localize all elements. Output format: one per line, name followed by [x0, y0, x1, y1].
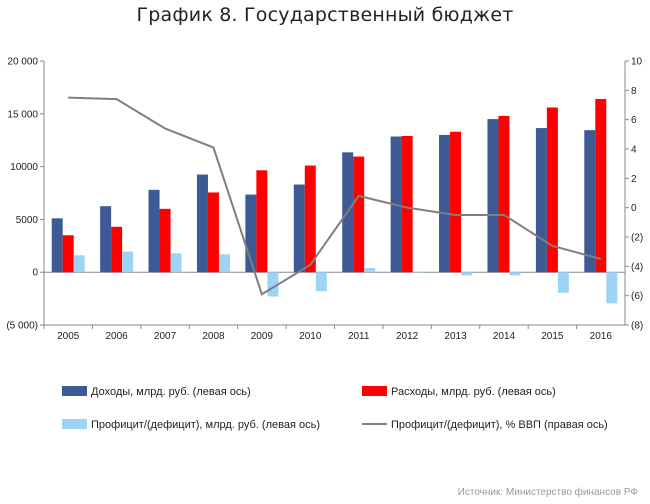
right-axis-tick-label: (6) — [631, 291, 643, 302]
bar-2-2008 — [207, 192, 219, 273]
bar-3-2016 — [606, 272, 618, 304]
line-layer — [68, 96, 602, 296]
bar-3-2011 — [364, 267, 376, 273]
bar-3-2014 — [509, 272, 521, 276]
left-axis-tick-label: 15 000 — [7, 109, 38, 120]
bar-3-2007 — [170, 253, 182, 273]
bar-1-2010 — [293, 184, 305, 273]
right-axis-tick-label: (2) — [631, 233, 643, 244]
right-axis-tick-label: 2 — [631, 174, 637, 185]
left-axis-tick-label: 20 000 — [7, 57, 38, 68]
bar-2-2013 — [450, 131, 462, 273]
x-axis-tick-label: 2016 — [590, 331, 613, 342]
bar-2-2010 — [304, 165, 316, 273]
right-axis-tick-label: 8 — [631, 86, 637, 97]
bar-2-2012 — [401, 135, 413, 273]
x-axis-tick-label: 2012 — [396, 331, 419, 342]
bar-3-2008 — [218, 254, 230, 273]
bar-2-2015 — [546, 107, 558, 273]
x-axis-tick-label: 2008 — [202, 331, 225, 342]
bar-2-2007 — [159, 208, 171, 273]
bar-1-2016 — [584, 130, 596, 273]
x-axis-tick-label: 2009 — [251, 331, 274, 342]
x-axis-tick-label: 2005 — [57, 331, 80, 342]
bar-3-2005 — [73, 255, 85, 273]
left-axis-tick-label: (5 000) — [6, 321, 38, 332]
right-axis-tick-label: 0 — [631, 203, 637, 214]
bar-3-2015 — [557, 272, 569, 293]
source-note: Источник: Министерство финансов РФ — [457, 487, 638, 498]
bar-3-2013 — [461, 272, 473, 276]
x-axis-tick-label: 2006 — [106, 331, 129, 342]
bar-1-2009 — [245, 194, 257, 273]
bar-1-2013 — [439, 134, 451, 273]
bar-3-2009 — [267, 272, 279, 297]
right-axis-tick-label: 6 — [631, 115, 637, 126]
legend-label-2: Расходы, млрд. руб. (левая ось) — [391, 386, 556, 398]
legend-label-4: Профицит/(дефицит), % ВВП (правая ось) — [391, 419, 608, 431]
left-axis-tick-label: 0 — [32, 268, 38, 279]
x-axis-tick-label: 2011 — [348, 331, 370, 342]
bar-3-2012 — [412, 272, 424, 273]
legend-label-3: Профицит/(дефицит), млрд. руб. (левая ос… — [91, 419, 320, 431]
right-axis-tick-label: 10 — [631, 57, 643, 68]
x-axis-tick-label: 2015 — [541, 331, 564, 342]
right-axis-tick-label: (4) — [631, 262, 643, 273]
legend-swatch-1 — [62, 386, 87, 396]
bar-1-2015 — [535, 128, 547, 273]
x-axis-tick-label: 2010 — [299, 331, 322, 342]
bar-2-2009 — [256, 170, 268, 273]
right-axis-tick-label: 4 — [631, 145, 637, 156]
bar-3-2010 — [315, 272, 327, 292]
bar-2-2014 — [498, 115, 510, 273]
bar-2-2011 — [353, 156, 365, 273]
bar-2-2016 — [595, 99, 607, 273]
bar-2-2006 — [111, 226, 123, 273]
legend-swatch-2 — [362, 386, 387, 396]
bar-2-2005 — [62, 235, 74, 273]
legend-swatch-3 — [62, 419, 87, 429]
left-axis-tick-label: 10000 — [10, 162, 38, 173]
chart-title: График 8. Государственный бюджет — [136, 4, 514, 26]
legend-label-1: Доходы, млрд. руб. (левая ось) — [91, 386, 251, 398]
bars-layer — [51, 99, 618, 304]
bar-1-2014 — [487, 119, 499, 273]
legend: Доходы, млрд. руб. (левая ось) Расходы, м… — [62, 386, 608, 431]
x-axis-tick-label: 2014 — [493, 331, 516, 342]
x-axis-tick-label: 2013 — [444, 331, 467, 342]
bar-1-2006 — [100, 206, 112, 273]
bar-3-2006 — [122, 251, 134, 273]
bar-1-2005 — [51, 218, 63, 273]
left-axis-tick-label: 5000 — [16, 215, 39, 226]
bar-1-2007 — [148, 189, 160, 273]
axes-layer: (5 000) 0 5000 10000 15 000 20 000 (8) (6) (4) (2… — [6, 57, 643, 343]
right-axis-tick-label: (8) — [631, 321, 643, 332]
line-series-1 — [68, 96, 602, 296]
x-axis-tick-label: 2007 — [154, 331, 177, 342]
bar-1-2008 — [196, 174, 208, 273]
